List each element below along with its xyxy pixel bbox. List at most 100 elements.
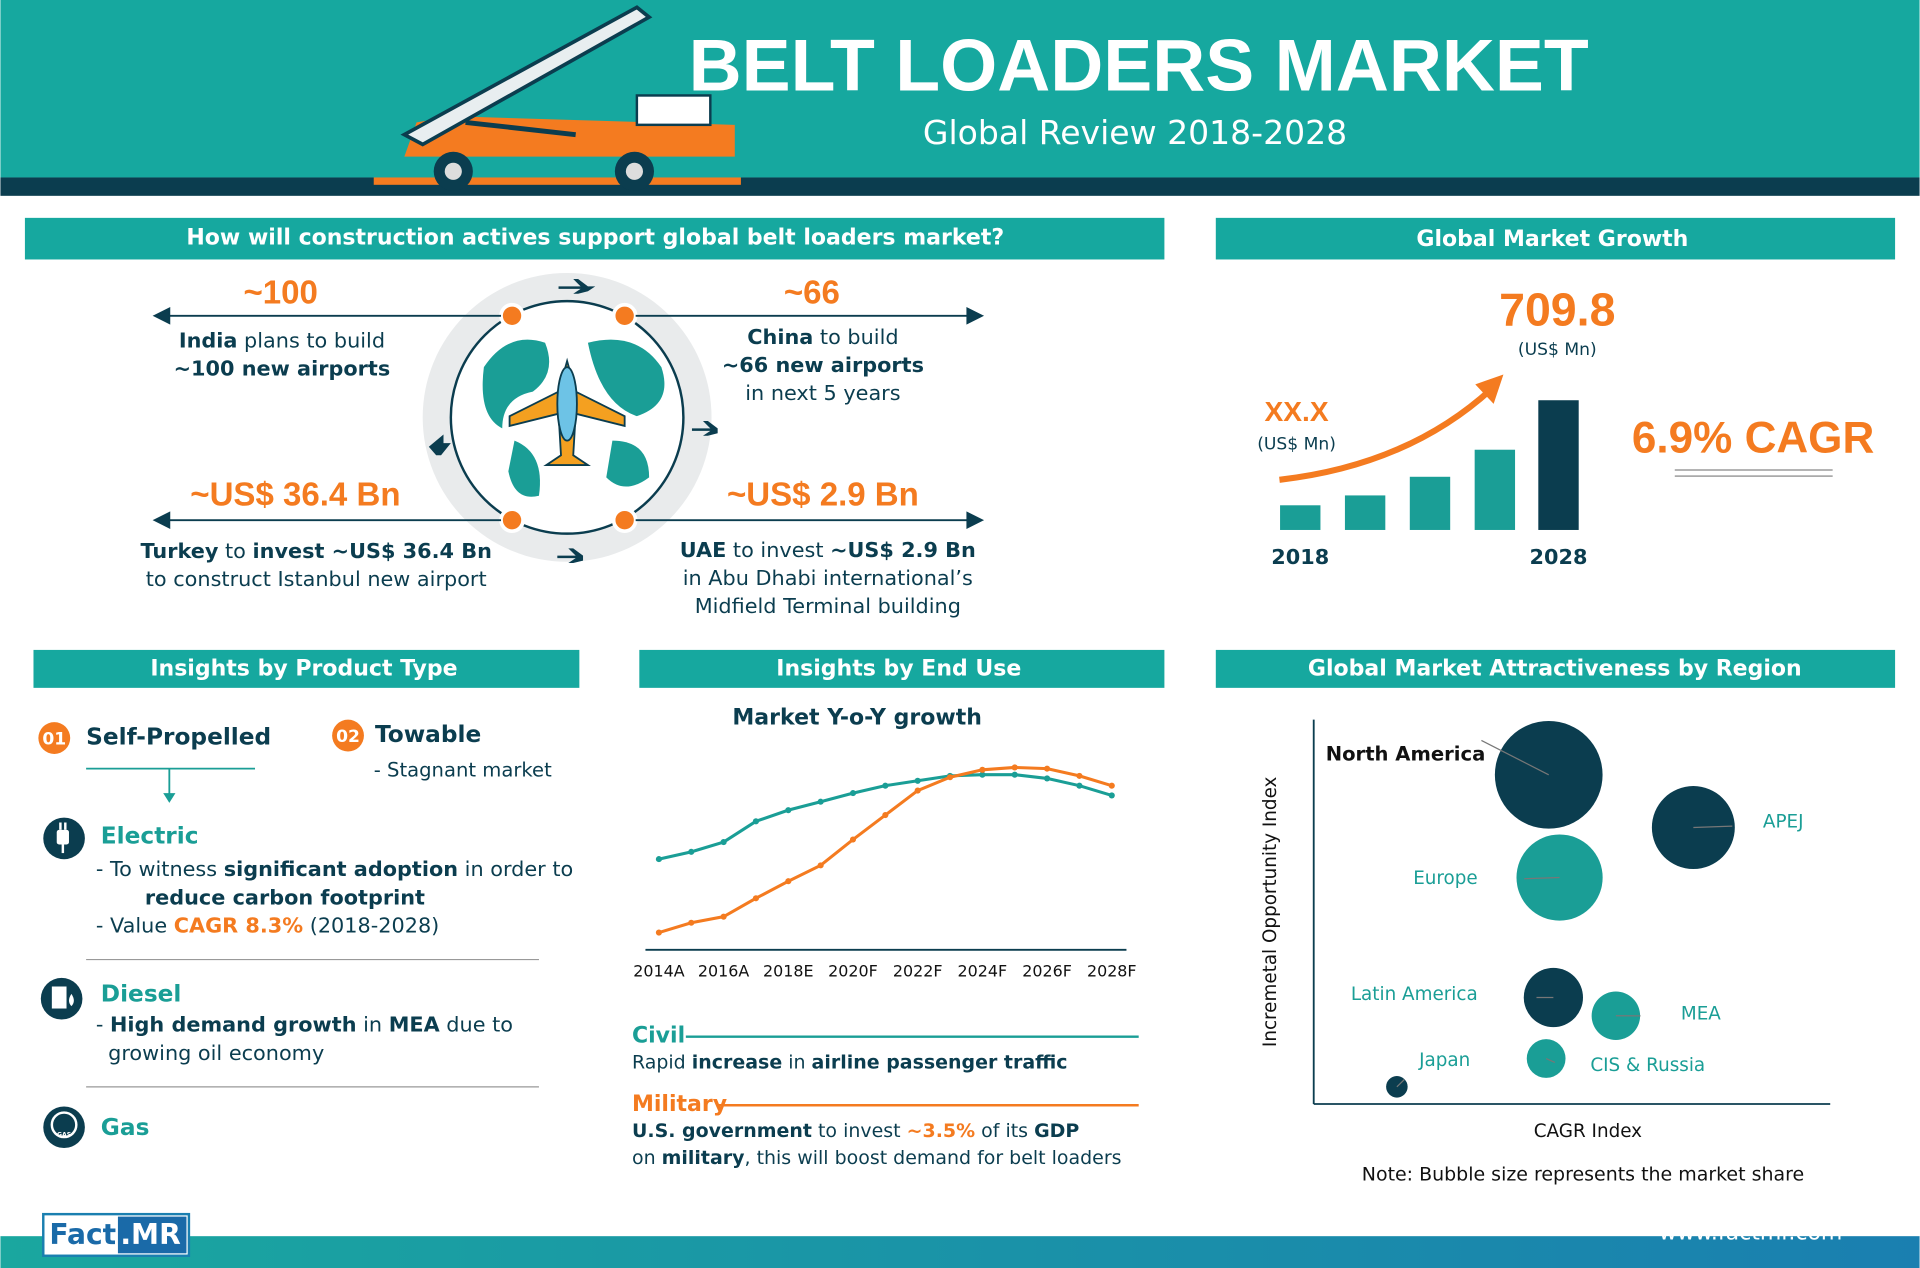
stat-text: ~66 new airports [722, 353, 924, 377]
subtitle: Global Review 2018-2028 [923, 113, 1347, 152]
text-run: India [179, 328, 238, 352]
globe-illustration [422, 272, 712, 562]
point [785, 807, 792, 814]
stat-text: to construct Istanbul new airport [146, 567, 487, 591]
text-run: - [96, 1013, 110, 1037]
x-tick-label: 2028F [1087, 961, 1137, 980]
x-tick-label: 2018E [763, 961, 814, 980]
electric-icon [43, 817, 85, 860]
leader-line [1481, 739, 1550, 776]
cagr-label: 6.9% CAGR [1632, 413, 1874, 462]
section-bar [639, 649, 1165, 688]
bar [1538, 400, 1579, 530]
point [1108, 782, 1115, 789]
text-run: in Abu Dhabi international’s [683, 566, 973, 590]
stat-text: in next 5 years [745, 381, 900, 405]
text-run: to [218, 539, 252, 563]
text-run: military [662, 1146, 745, 1168]
section-heading: Global Market Attractiveness by Region [1308, 656, 1802, 681]
value-label: 709.8 [1499, 284, 1615, 336]
text-run: in next 5 years [745, 381, 900, 405]
legend-description: Rapid increase in airline passenger traf… [632, 1051, 1068, 1073]
x-tick-label: 2014A [633, 961, 684, 980]
footer-band [0, 1236, 1920, 1268]
text-run: plans to build [237, 328, 385, 352]
text-run: High demand growth [110, 1013, 356, 1037]
stat-text: in Abu Dhabi international’s [683, 566, 973, 590]
point [720, 913, 727, 920]
text-run: - To witness [96, 857, 224, 881]
header-band [0, 0, 1920, 178]
leader-line [1545, 1057, 1556, 1063]
subtype-name: Diesel [101, 981, 182, 1008]
stat-value: ~100 [244, 275, 318, 312]
text-run: to build [813, 325, 898, 349]
legend-description: on military, this will boost demand for … [632, 1146, 1122, 1168]
text-run: Midfield Terminal building [695, 594, 961, 618]
point [688, 919, 695, 926]
growth-arrow [1279, 386, 1494, 483]
leader-line [1524, 876, 1560, 880]
bubble-label: Europe [1413, 868, 1478, 889]
point [1044, 765, 1051, 772]
section-heading: Global Market Growth [1416, 227, 1688, 252]
text-run: reduce carbon footprint [145, 885, 425, 909]
number-label: 01 [42, 729, 66, 749]
x-tick-label: 2028 [1530, 545, 1588, 569]
bar [1280, 505, 1321, 530]
text-run: increase [692, 1051, 782, 1073]
point [849, 836, 857, 843]
bubble [1516, 834, 1603, 921]
stat-text: China to build [747, 325, 898, 349]
gas-icon [43, 1106, 85, 1149]
point [914, 777, 921, 784]
note: Note: Bubble size represents the market … [1362, 1163, 1804, 1185]
stat-text: Turkey to invest ~US$ 36.4 Bn [141, 539, 492, 563]
point [785, 878, 792, 885]
type-name: Towable [375, 721, 481, 748]
x-tick-label: 2020F [828, 961, 878, 980]
text-run: MEA [389, 1013, 440, 1037]
x-axis-label: CAGR Index [1534, 1121, 1642, 1142]
point [882, 811, 889, 819]
subtype-name: Electric [101, 823, 199, 850]
unit-label: (US$ Mn) [1257, 434, 1336, 454]
series-line [658, 765, 1113, 935]
text-run: UAE [680, 538, 727, 562]
text-run: to invest [812, 1119, 907, 1141]
point [752, 895, 760, 902]
unit-label: (US$ Mn) [1518, 340, 1597, 360]
x-tick-label: 2026F [1022, 961, 1072, 980]
text-run: on [632, 1146, 662, 1168]
text-run: (2018-2028) [303, 914, 439, 938]
point [817, 798, 824, 805]
point [1108, 792, 1115, 799]
stat-text: India plans to build [179, 328, 385, 352]
subtype-text: - To witness significant adoption in ord… [96, 857, 573, 881]
point [688, 848, 695, 855]
text-run: - Value [96, 914, 174, 938]
text-run: ~3.5% [907, 1119, 976, 1141]
point [979, 766, 986, 773]
connector-arrows [152, 306, 985, 530]
bubble-label: Japan [1418, 1050, 1470, 1071]
text-run: Turkey [141, 539, 219, 563]
bubble-label: Latin America [1351, 984, 1478, 1005]
leader-line [1693, 825, 1733, 829]
section-heading: How will construction actives support gl… [186, 226, 1004, 251]
type-note: - Stagnant market [374, 759, 552, 782]
stat-text: Midfield Terminal building [695, 594, 961, 618]
url[interactable]: www.factmr.com [1659, 1221, 1842, 1246]
section-heading: Insights by End Use [776, 656, 1021, 681]
text-run: GDP [1034, 1119, 1079, 1141]
text-run: , this will boost demand for belt loader… [745, 1146, 1122, 1168]
text-run: ~66 new airports [722, 353, 924, 377]
chart-title: Market Y-o-Y growth [732, 705, 982, 730]
text-run: in [357, 1013, 389, 1037]
number-label: 02 [336, 727, 360, 747]
subtype-name: Gas [101, 1114, 150, 1141]
point [752, 818, 760, 825]
point [1011, 771, 1018, 778]
bar [1344, 495, 1386, 530]
